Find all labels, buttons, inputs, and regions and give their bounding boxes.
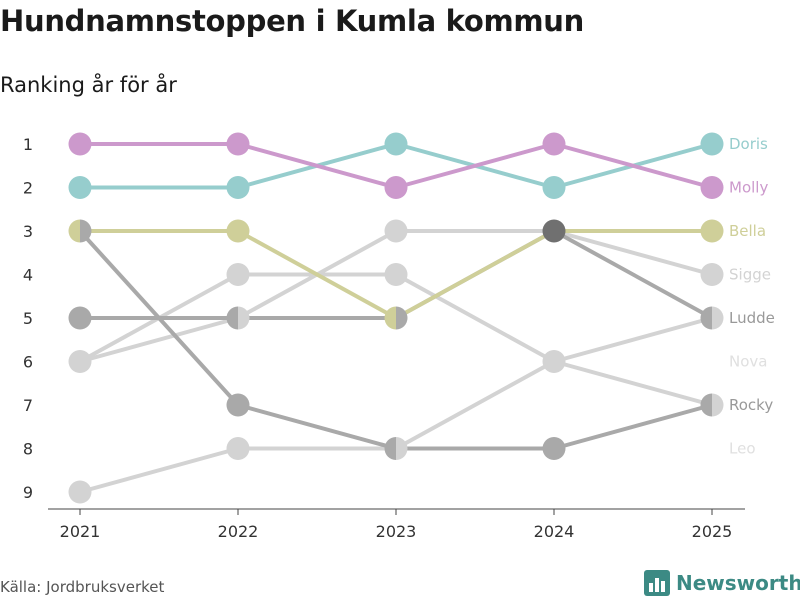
series-label-ludde: Ludde — [729, 309, 775, 327]
series-line-leo — [79, 229, 713, 364]
series-label-nova: Nova — [729, 353, 767, 371]
source-note: Källa: Jordbruksverket — [0, 578, 165, 596]
point-nova-2023 — [396, 437, 408, 460]
x-tick-label-2021: 2021 — [60, 522, 101, 541]
point-rocky-2021 — [80, 219, 92, 243]
x-tick-label-2023: 2023 — [376, 522, 417, 541]
newsworthy-brand[interactable]: Newsworthy — [644, 570, 800, 596]
y-tick-label-7: 7 — [23, 396, 33, 415]
y-tick-label-2: 2 — [23, 179, 33, 198]
point-nova-2025 — [712, 306, 724, 330]
point-rocky-2022 — [226, 393, 250, 417]
point-leo-2021 — [68, 350, 80, 373]
point-nova-2024 — [542, 350, 554, 373]
series-label-molly: Molly — [729, 179, 768, 197]
brand-name: Newsworthy — [676, 571, 800, 595]
point-ludde-2025 — [700, 306, 712, 330]
point-ludde-2021 — [68, 306, 92, 330]
y-tick-label-1: 1 — [23, 135, 33, 154]
point-doris-2024 — [542, 176, 566, 199]
point-ludde-2022 — [226, 306, 238, 330]
point-sigge-2024 — [554, 350, 566, 373]
point-nova-2021 — [68, 480, 92, 504]
point-molly-2021 — [68, 132, 92, 156]
point-rocky-2025 — [700, 393, 712, 417]
series-label-leo: Leo — [729, 440, 756, 458]
point-doris-2025 — [700, 132, 724, 156]
point-overlap-leo-ludde-bella-2024 — [542, 219, 566, 243]
point-molly-2025 — [700, 176, 724, 199]
series-label-doris: Doris — [729, 135, 768, 153]
point-doris-2023 — [384, 132, 408, 156]
point-sigge-2021 — [80, 350, 92, 373]
point-doris-2021 — [68, 176, 92, 199]
series-label-sigge: Sigge — [729, 266, 771, 284]
point-rocky-2024 — [542, 437, 566, 460]
point-bella-2025 — [700, 219, 724, 243]
y-tick-label-8: 8 — [23, 440, 33, 459]
point-bella-2022 — [226, 219, 250, 243]
x-tick-label-2024: 2024 — [534, 522, 575, 541]
point-molly-2022 — [226, 132, 250, 156]
series-line-sigge — [79, 272, 713, 407]
point-ludde-2023 — [396, 306, 408, 330]
y-tick-label-4: 4 — [23, 266, 33, 285]
point-leo-2022 — [238, 306, 250, 330]
series-label-bella: Bella — [729, 222, 766, 240]
point-sigge-2025 — [712, 393, 724, 417]
y-tick-label-6: 6 — [23, 353, 33, 372]
x-tick-label-2025: 2025 — [692, 522, 733, 541]
point-nova-2022 — [226, 437, 250, 460]
point-leo-2025 — [700, 263, 724, 286]
point-doris-2022 — [226, 176, 250, 199]
point-molly-2023 — [384, 176, 408, 199]
series-line-nova — [79, 316, 713, 494]
series-label-rocky: Rocky — [729, 396, 773, 414]
chart-subtitle: Ranking år för år — [0, 73, 177, 97]
y-tick-label-3: 3 — [23, 222, 33, 241]
chart-title: Hundnamnstoppen i Kumla kommun — [0, 4, 584, 38]
point-leo-2023 — [384, 219, 408, 243]
y-tick-label-9: 9 — [23, 483, 33, 502]
bump-chart: 2021 2022 2023 2024 2025 1 2 3 4 5 6 7 8 9 Doris Molly B… — [23, 132, 775, 541]
point-bella-2023 — [384, 306, 396, 330]
point-sigge-2022 — [226, 263, 250, 286]
point-sigge-2023 — [384, 263, 408, 286]
point-bella-2021 — [68, 219, 80, 243]
y-tick-label-5: 5 — [23, 309, 33, 328]
point-molly-2024 — [542, 132, 566, 156]
x-tick-label-2022: 2022 — [218, 522, 259, 541]
bar-chart-logo-icon — [644, 570, 670, 596]
point-rocky-2023 — [384, 437, 396, 460]
